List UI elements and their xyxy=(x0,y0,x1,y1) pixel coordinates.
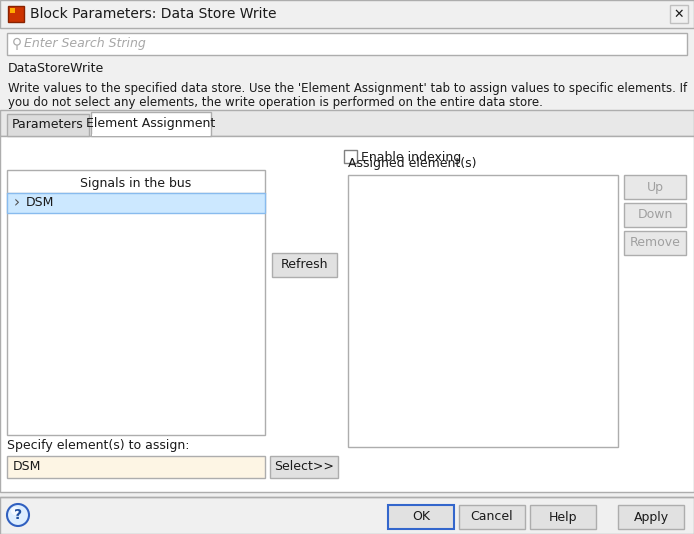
Text: DataStoreWrite: DataStoreWrite xyxy=(8,61,104,75)
Bar xyxy=(7,456,265,478)
Text: Apply: Apply xyxy=(634,511,668,523)
Text: Specify element(s) to assign:: Specify element(s) to assign: xyxy=(7,438,189,452)
Bar xyxy=(388,505,454,529)
Bar xyxy=(7,170,265,435)
Bar xyxy=(0,0,694,28)
Bar xyxy=(91,112,211,136)
Bar xyxy=(0,136,694,492)
Text: Refresh: Refresh xyxy=(281,258,328,271)
Bar xyxy=(7,33,687,55)
Bar xyxy=(7,193,265,213)
Bar xyxy=(624,175,686,199)
Text: ›: › xyxy=(14,195,20,210)
Text: DSM: DSM xyxy=(13,460,42,474)
Text: Signals in the bus: Signals in the bus xyxy=(81,177,192,190)
Bar xyxy=(10,8,15,13)
Bar xyxy=(618,505,684,529)
Bar xyxy=(624,231,686,255)
Bar xyxy=(0,110,694,136)
Text: Write values to the specified data store. Use the 'Element Assignment' tab to as: Write values to the specified data store… xyxy=(8,82,687,95)
Text: Cancel: Cancel xyxy=(471,511,514,523)
Bar xyxy=(92,134,210,136)
Bar xyxy=(459,505,525,529)
Text: ?: ? xyxy=(14,508,22,522)
Text: ⚲: ⚲ xyxy=(12,37,22,51)
Text: ✕: ✕ xyxy=(674,7,684,20)
Text: Enable indexing: Enable indexing xyxy=(361,151,462,163)
Text: Enter Search String: Enter Search String xyxy=(24,37,146,51)
Text: Remove: Remove xyxy=(629,237,680,249)
Bar xyxy=(270,456,338,478)
Text: Down: Down xyxy=(637,208,672,222)
Text: you do not select any elements, the write operation is performed on the entire d: you do not select any elements, the writ… xyxy=(8,96,543,109)
Text: OK: OK xyxy=(412,511,430,523)
Text: Select>>: Select>> xyxy=(274,460,334,474)
Circle shape xyxy=(7,504,29,526)
Text: Parameters: Parameters xyxy=(12,119,84,131)
Text: Block Parameters: Data Store Write: Block Parameters: Data Store Write xyxy=(30,7,276,21)
Bar xyxy=(272,253,337,277)
Text: Up: Up xyxy=(647,180,663,193)
Bar xyxy=(670,5,688,23)
Bar xyxy=(624,203,686,227)
Bar xyxy=(348,175,618,447)
Bar xyxy=(530,505,596,529)
Bar xyxy=(344,150,357,163)
Text: DSM: DSM xyxy=(26,197,54,209)
Circle shape xyxy=(11,507,19,515)
Text: Assigned element(s): Assigned element(s) xyxy=(348,156,477,169)
Bar xyxy=(0,497,694,534)
Text: Element Assignment: Element Assignment xyxy=(86,117,216,130)
Bar xyxy=(8,6,24,22)
Bar xyxy=(7,114,89,136)
Text: Help: Help xyxy=(549,511,577,523)
